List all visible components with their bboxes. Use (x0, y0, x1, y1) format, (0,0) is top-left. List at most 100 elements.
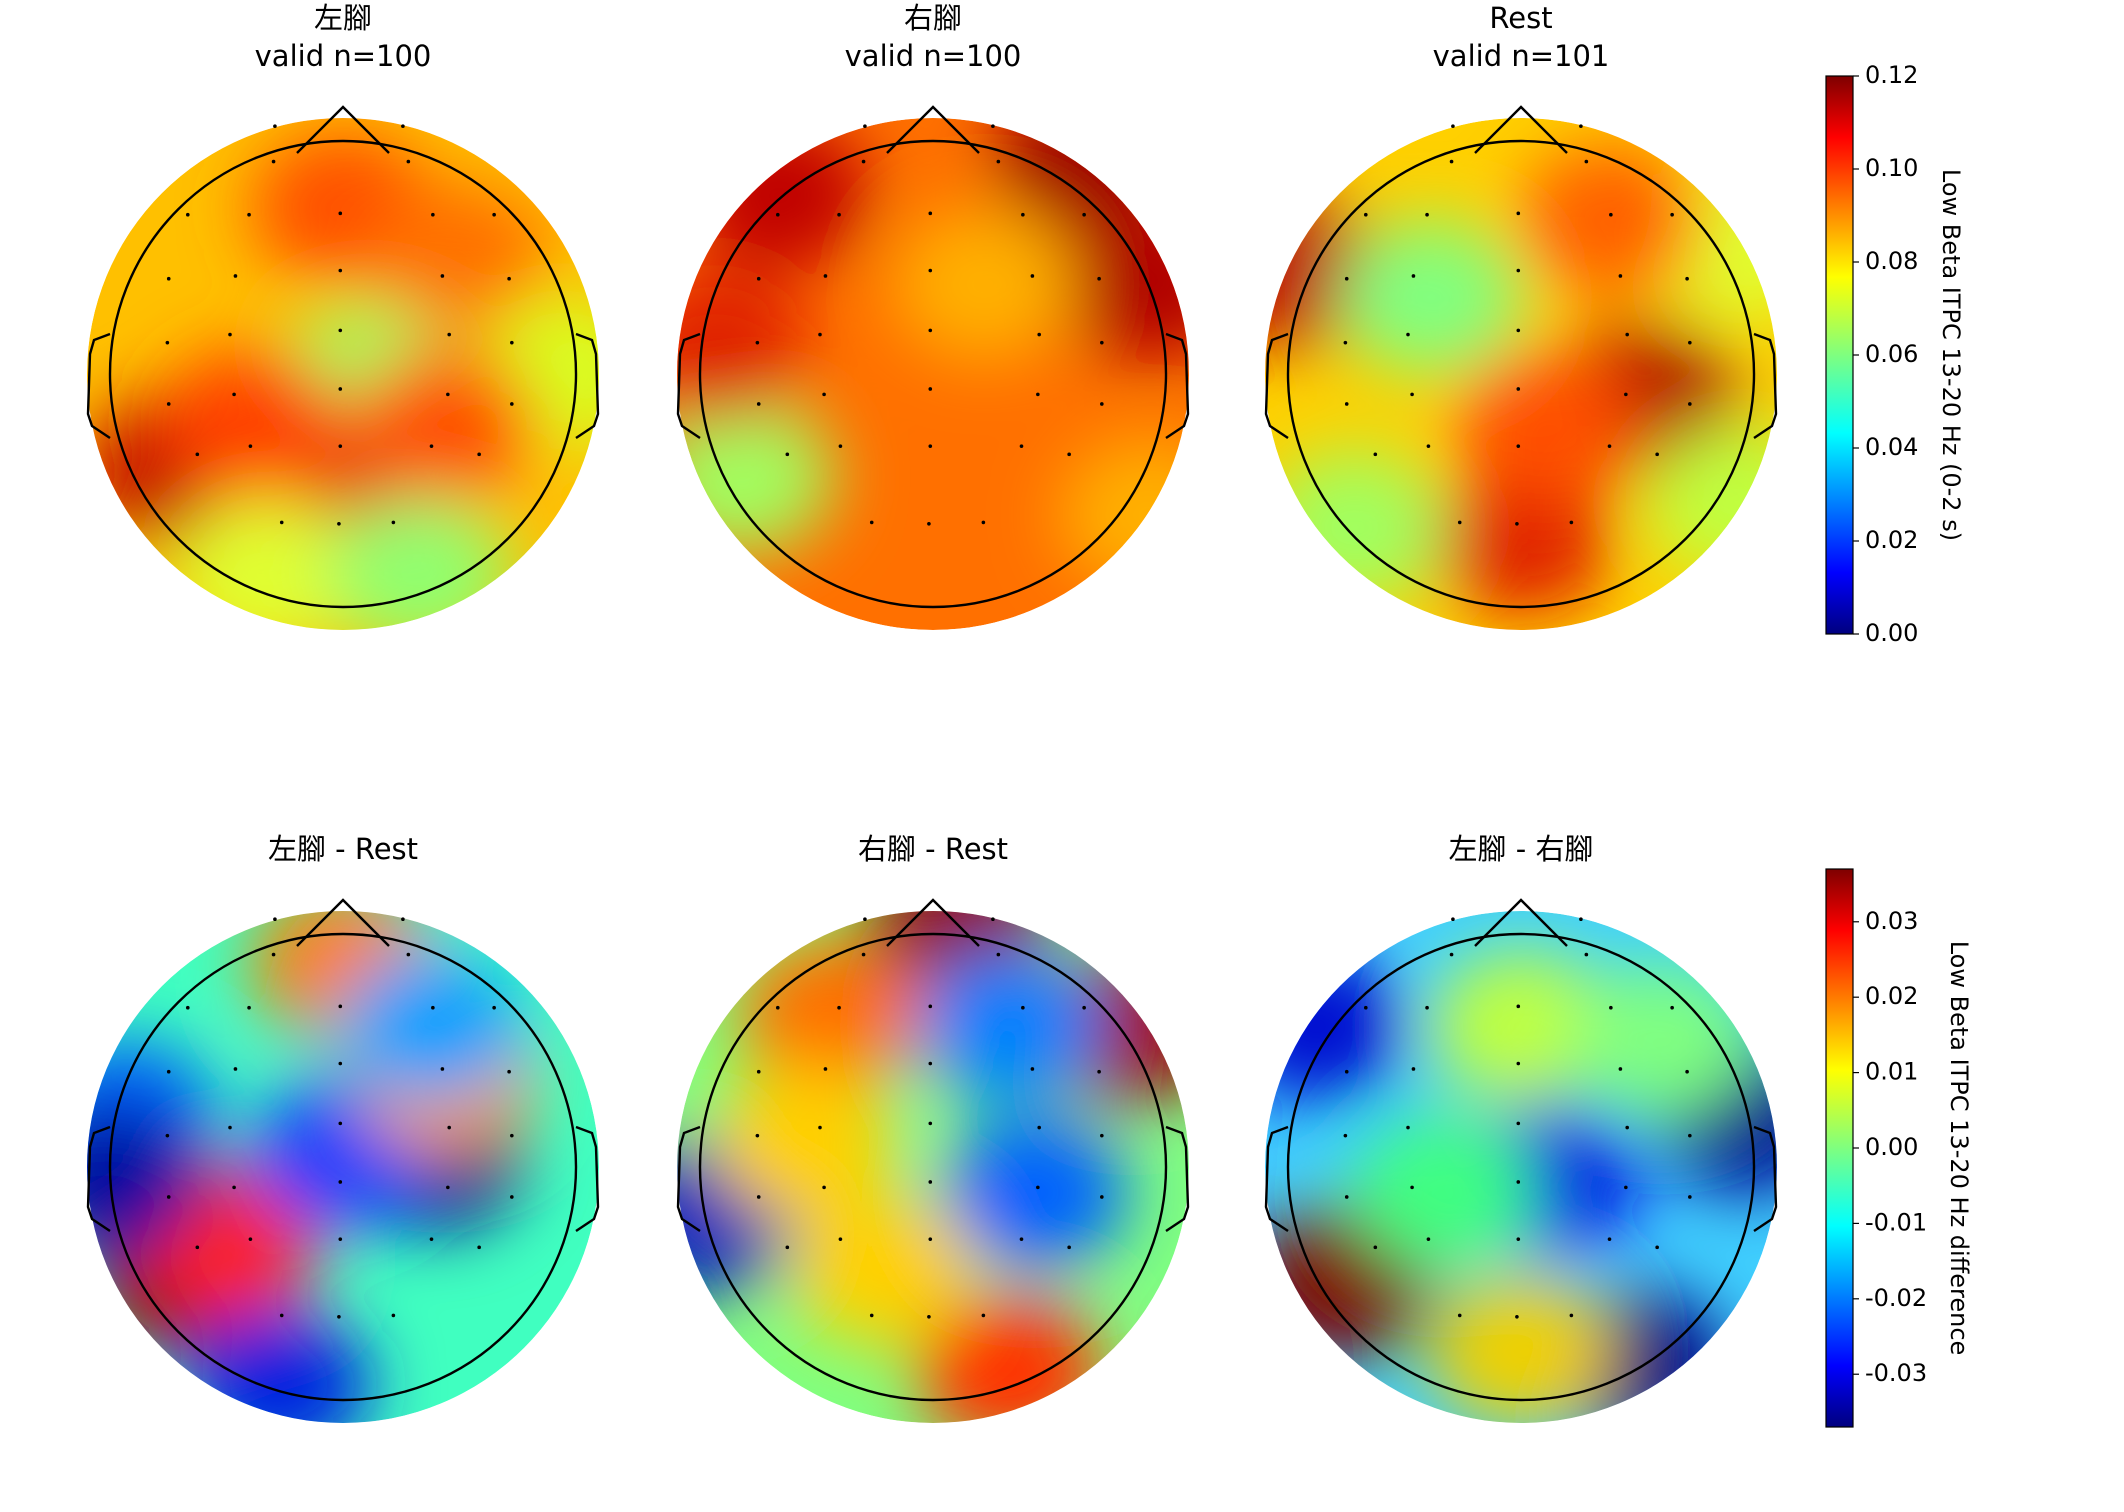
map-blob (186, 1307, 372, 1423)
electrode (869, 520, 874, 525)
colorbar-tick-label: 0.04 (1865, 433, 1918, 461)
electrode (1449, 159, 1454, 164)
electrode (837, 212, 841, 217)
electrode (1100, 402, 1104, 406)
electrode (1451, 917, 1455, 922)
electrode (446, 392, 450, 397)
electrode (1670, 1005, 1674, 1010)
electrode (1343, 1133, 1348, 1138)
colorbar-tick-label: 0.03 (1865, 907, 1918, 935)
map-blob (943, 1115, 1128, 1270)
electrode (431, 1005, 435, 1010)
electrode (195, 452, 200, 457)
ear (1264, 332, 1289, 439)
electrode (1618, 1067, 1623, 1071)
topomap (677, 118, 1189, 630)
electrode (248, 1237, 253, 1241)
panel-subtitle: valid n=101 (1433, 39, 1610, 73)
electrode (1021, 1005, 1025, 1010)
head-outline (698, 139, 1168, 609)
colorbar-tick-label: 0.01 (1865, 1058, 1918, 1086)
electrode (1363, 212, 1368, 217)
electrode (507, 276, 511, 281)
electrode (406, 159, 411, 164)
nose (296, 898, 390, 947)
ear (575, 1125, 600, 1232)
electrode (271, 159, 276, 164)
panel-title: Rest (1489, 1, 1552, 35)
electrode (492, 1005, 496, 1010)
electrode (1579, 917, 1583, 922)
electrode (337, 521, 341, 526)
map-blob (712, 1064, 898, 1219)
electrode (928, 1121, 933, 1126)
nose (296, 105, 390, 154)
nose (886, 898, 980, 947)
electrode (1067, 1245, 1071, 1250)
electrode (775, 1005, 780, 1010)
electrode (837, 1005, 841, 1010)
electrode (338, 444, 343, 448)
electrode (1569, 520, 1574, 525)
electrode (928, 1061, 933, 1066)
electrode (391, 1313, 396, 1318)
electrode (279, 1313, 284, 1318)
electrode (166, 1195, 171, 1199)
colorbar-tick-label: -0.02 (1865, 1284, 1927, 1312)
electrode (818, 1125, 822, 1130)
electrode (928, 1004, 933, 1009)
map-blob (789, 1192, 974, 1347)
electrode (1655, 452, 1659, 457)
electrode (166, 402, 171, 406)
electrode (1584, 159, 1589, 164)
electrode (1457, 1313, 1462, 1318)
electrode (1411, 274, 1416, 278)
electrode (510, 1195, 514, 1199)
electrode (1036, 1185, 1040, 1190)
electrode (477, 452, 481, 457)
electrode (1516, 1180, 1521, 1184)
colorbar-label: Low Beta ITPC 13-20 Hz difference (1945, 941, 1973, 1356)
electrode (1097, 1069, 1101, 1074)
electrode (823, 1067, 828, 1071)
ear (676, 332, 701, 439)
map-blob (327, 496, 512, 630)
electrode (1021, 212, 1025, 217)
topomap (1265, 118, 1777, 630)
ear (676, 1125, 701, 1232)
colorbar-tick-label: 0.08 (1865, 247, 1918, 275)
ear (86, 332, 111, 439)
electrode (775, 212, 780, 217)
electrode (1457, 520, 1462, 525)
electrode (1515, 1314, 1519, 1319)
panel-title: 左腳 - Rest (268, 832, 418, 866)
electrode (1100, 1133, 1104, 1138)
electrode (510, 402, 514, 406)
map-blob (1646, 425, 1777, 579)
electrode (273, 917, 277, 922)
electrode (838, 1237, 843, 1241)
electrode (928, 268, 933, 273)
electrode (1067, 452, 1071, 457)
electrode (429, 444, 434, 448)
electrode (928, 1237, 933, 1241)
electrode (1584, 952, 1589, 957)
colorbar-tick-label: -0.03 (1865, 1359, 1927, 1387)
electrode (1036, 392, 1040, 397)
electrode (756, 1195, 761, 1199)
electrode (1100, 340, 1104, 345)
electrode (1516, 268, 1521, 273)
electrode (337, 1314, 341, 1319)
map-blob (1428, 463, 1614, 618)
electrode (1624, 1185, 1628, 1190)
electrode (228, 1125, 232, 1130)
electrode (928, 1180, 933, 1184)
nose (1474, 898, 1568, 947)
electrode (338, 387, 343, 391)
electrode (1688, 340, 1692, 345)
electrode (1426, 1237, 1431, 1241)
electrode (756, 402, 761, 406)
head-outline (1286, 139, 1756, 609)
electrode (1030, 274, 1035, 278)
electrode (338, 268, 343, 273)
